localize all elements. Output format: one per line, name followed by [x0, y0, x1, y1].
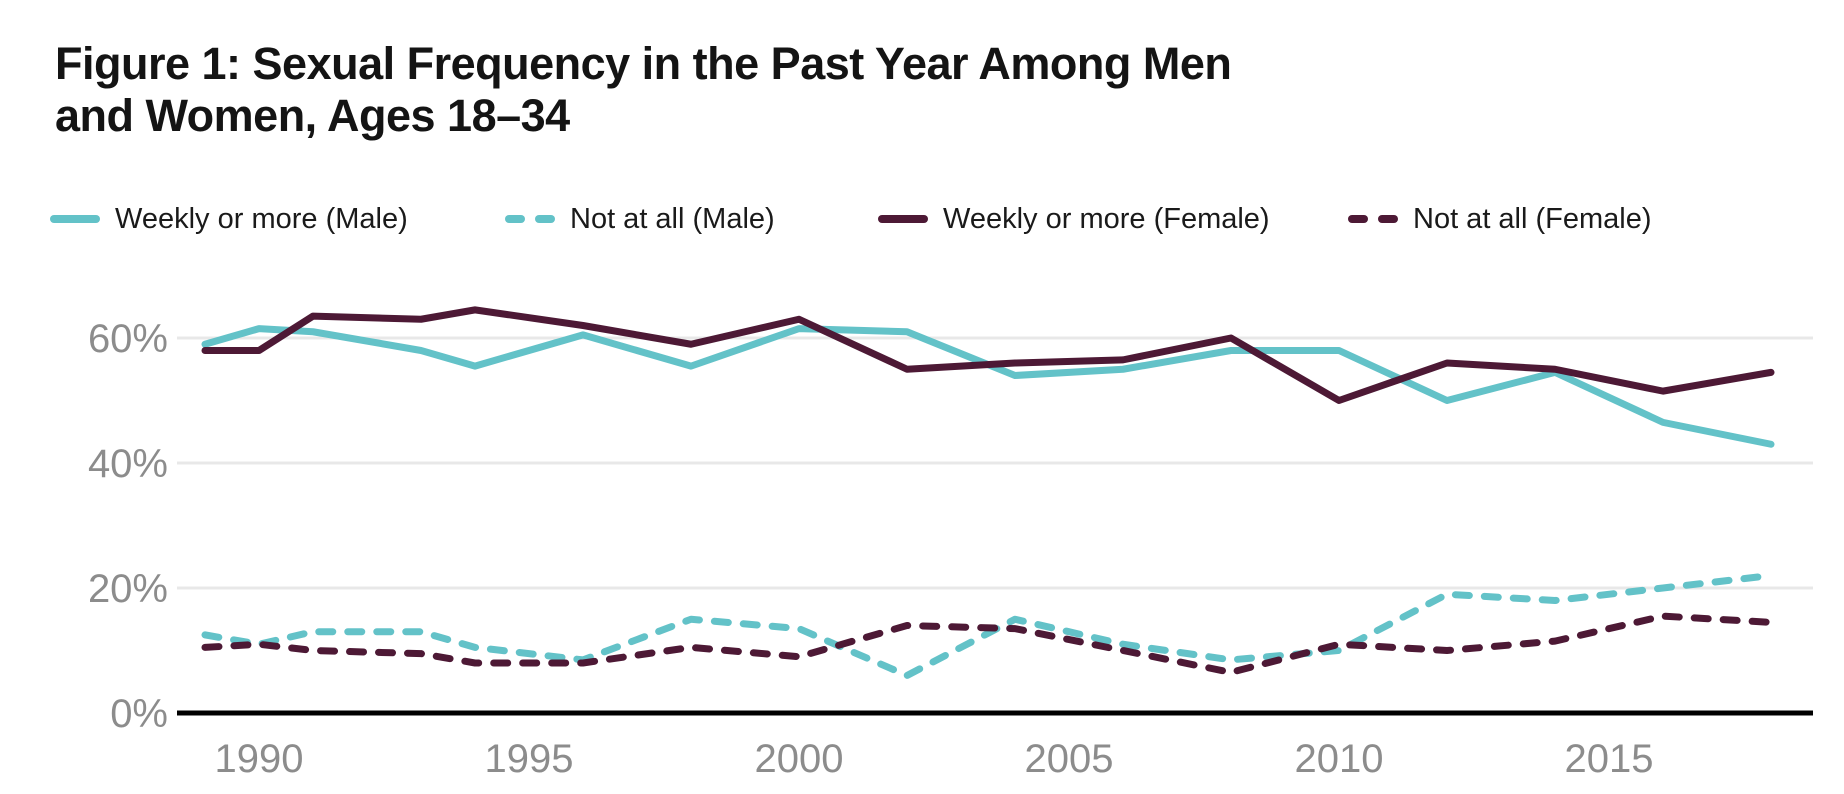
y-tick-label: 20%	[88, 567, 168, 611]
legend-swatch-notatall-female	[1348, 215, 1398, 223]
x-tick-label: 2010	[1295, 737, 1384, 781]
figure-title-line1: Figure 1: Sexual Frequency in the Past Y…	[55, 38, 1232, 89]
legend-swatch-notatall-male	[505, 215, 555, 223]
legend-swatch-bar	[535, 215, 555, 223]
legend-swatch-bar	[878, 215, 928, 223]
legend-swatch-bar	[1348, 215, 1368, 223]
x-tick-label: 1995	[485, 737, 574, 781]
legend-swatch-bar	[1378, 215, 1398, 223]
legend-label: Not at all (Male)	[570, 202, 775, 235]
legend-label: Weekly or more (Male)	[115, 202, 408, 235]
legend-item-weekly-female: Weekly or more (Female)	[878, 199, 1270, 239]
y-tick-label: 0%	[110, 692, 168, 736]
series-line-not-at-all-male-	[201, 572, 1775, 679]
x-tick-label: 1990	[215, 737, 304, 781]
figure-title-line2: and Women, Ages 18–34	[55, 90, 570, 141]
series-line-weekly-or-more-female-	[201, 306, 1775, 404]
legend-swatch-weekly-male	[50, 215, 100, 223]
legend-swatch-bar	[50, 215, 100, 223]
legend-swatch-weekly-female	[878, 215, 928, 223]
y-tick-label: 40%	[88, 442, 168, 486]
legend-label: Weekly or more (Female)	[943, 202, 1270, 235]
figure-title: Figure 1: Sexual Frequency in the Past Y…	[55, 38, 1555, 142]
y-tick-label: 60%	[88, 317, 168, 361]
legend-label: Not at all (Female)	[1413, 202, 1652, 235]
x-tick-label: 2005	[1025, 737, 1114, 781]
series-line-weekly-or-more-male-	[201, 325, 1775, 448]
legend-item-notatall-female: Not at all (Female)	[1348, 199, 1652, 239]
legend-item-notatall-male: Not at all (Male)	[505, 199, 775, 239]
legend-item-weekly-male: Weekly or more (Male)	[50, 199, 408, 239]
series-line-not-at-all-female-	[201, 612, 1775, 676]
x-tick-label: 2000	[755, 737, 844, 781]
chart-legend: Weekly or more (Male) Not at all (Male) …	[0, 199, 1844, 239]
legend-swatch-bar	[505, 215, 525, 223]
x-tick-label: 2015	[1565, 737, 1654, 781]
